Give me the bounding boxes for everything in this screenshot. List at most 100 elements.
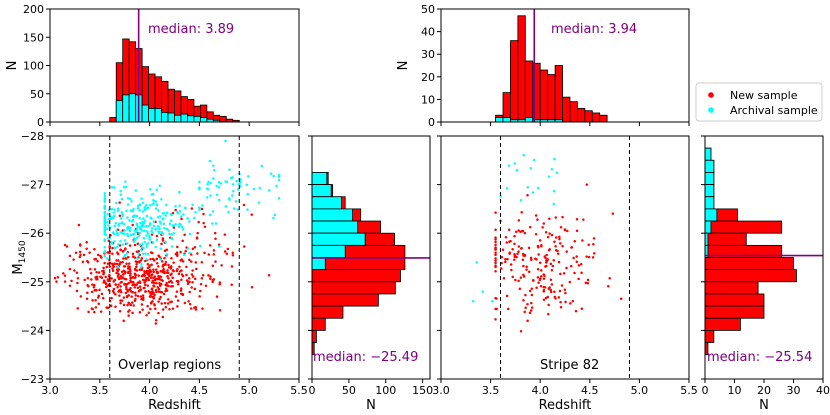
panel1-scatter-point-new [142, 296, 145, 299]
panel2-scatter-point-new [577, 264, 581, 267]
panel2-zhist-ytick-label: 40 [421, 26, 435, 39]
panel1-scatter-point-archival [224, 205, 228, 208]
panel1-zhist-bar-archival [115, 100, 124, 123]
panel1-scatter-point-archival [103, 254, 107, 258]
panel1-scatter-point-archival [199, 244, 202, 248]
panel1-scatter-point-new [154, 307, 157, 311]
panel1-scatter-point-new [160, 291, 164, 294]
panel1-scatter-point-archival [132, 207, 135, 211]
panel1-scatter-point-new [166, 271, 170, 275]
panel1-scatter-point-new [180, 273, 184, 276]
panel1-scatter-point-new [147, 311, 151, 314]
panel1-scatter-point-new [185, 273, 188, 277]
panel1-scatter-point-new [149, 307, 152, 311]
panel1-scatter-point-new [209, 277, 212, 281]
panel1-scatter-point-new [68, 254, 72, 258]
panel1-scatter-point-new [194, 308, 198, 311]
panel1-scatter-point-new [155, 261, 159, 265]
panel2-scatter-point-new [549, 290, 553, 294]
panel1-scatter-point-new [63, 243, 67, 247]
panel2-scatter-point-new [494, 238, 497, 241]
panel1-scatter-point-new [131, 311, 134, 315]
panel1-scatter-point-archival [172, 224, 176, 227]
panel1-scatter-point-new [160, 260, 164, 263]
panel1-scatter-point-new [176, 305, 179, 308]
panel2-mhist-xtick-label: 10 [728, 384, 742, 397]
panel1-scatter-point-archival [123, 229, 127, 232]
panel2-scatter-point-new [557, 260, 561, 264]
panel2-mhist-xtick-label: 30 [787, 384, 801, 397]
panel2-scatter-point-new [511, 275, 514, 279]
panel1-scatter-point-archival [273, 213, 277, 217]
panel1-scatter-point-new [133, 276, 136, 280]
panel2-scatter-point-new [556, 252, 560, 255]
panel1-scatter-point-new [185, 265, 188, 269]
panel1-scatter-point-archival [246, 208, 249, 211]
panel1-scatter-point-new [135, 265, 138, 269]
panel2-scatter-point-new [524, 293, 527, 297]
panel1-scatter-point-archival [207, 180, 210, 184]
panel2-scatter-point-new [581, 239, 584, 242]
panel1-scatter-point-archival [130, 200, 133, 203]
panel1-scatter-point-archival [146, 252, 150, 256]
panel1-scatter-point-new [159, 275, 163, 279]
panel1-scatter-point-archival [186, 217, 189, 220]
panel1-scatter-point-new [91, 299, 94, 302]
panel1-scatter-point-new [65, 245, 69, 248]
panel2-mhist-bar-archival [704, 184, 715, 198]
panel1-scatter-point-archival [159, 258, 162, 261]
panel1-scatter-point-new [180, 258, 183, 261]
panel1-scatter-point-archival [277, 175, 281, 178]
panel1-scatter-point-archival [135, 236, 139, 239]
panel2-scatter-point-new [513, 242, 516, 246]
panel1-zhist-bar-archival [161, 111, 169, 123]
panel1-scatter-point-archival [145, 203, 148, 207]
panel2-scatter-point-new [585, 255, 588, 258]
panel2-scatter-point-new [542, 273, 546, 276]
panel2-scatter-point-new [587, 255, 591, 259]
panel1-scatter-point-new [155, 281, 158, 285]
panel1-scatter-point-archival [218, 245, 221, 248]
panel1-scatter-point-archival [103, 250, 107, 253]
panel1-scatter-point-new [147, 278, 151, 282]
panel1-scatter-point-new [133, 272, 137, 275]
legend-label-new: New sample [730, 89, 798, 102]
panel1-scatter-point-archival [227, 197, 231, 200]
panel1-scatter-point-archival [218, 198, 221, 202]
panel1-scatter-point-new [218, 283, 221, 286]
panel1-scatter-point-new [157, 300, 160, 303]
panel1-scatter-point-new [181, 239, 184, 243]
panel1-scatter-point-archival [213, 169, 216, 172]
panel1-scatter-point-new [180, 217, 183, 221]
panel1-scatter-point-archival [139, 226, 142, 230]
panel2-scatter-point-new [494, 257, 497, 260]
panel1-scatter-point-archival [154, 245, 157, 249]
panel2-scatter-point-new [554, 216, 558, 219]
panel1-scatter-point-new [137, 274, 140, 277]
panel1-scatter-point-archival [180, 225, 184, 229]
panel1-scatter-point-new [111, 252, 114, 256]
panel1-scatter-point-archival [151, 202, 155, 206]
panel1-scatter-point-new [119, 281, 122, 284]
panel1-scatter-point-archival [167, 229, 170, 232]
panel1-scatter-point-new [125, 282, 129, 286]
panel1-scatter-point-new [145, 314, 148, 317]
panel2-scatter-point-new [494, 247, 497, 251]
panel1-scatter-point-new [86, 277, 90, 280]
panel2-scatter-point-new [536, 218, 539, 221]
panel1-scatter-point-new [147, 272, 150, 276]
panel2-scatter-point-new [504, 260, 507, 264]
panel1-scatter-point-new [134, 268, 137, 272]
panel1-scatter-point-new [183, 233, 186, 236]
panel1-scatter-point-new [166, 284, 169, 287]
panel1-scatter-point-new [118, 214, 122, 218]
panel1-scatter-point-archival [144, 252, 147, 255]
panel2-scatter-point-new [537, 281, 540, 285]
panel1-scatter-point-new [119, 288, 122, 292]
panel1-scatter-point-new [211, 280, 214, 284]
panel1-scatter-point-archival [119, 217, 123, 220]
panel1-scatter-point-new [177, 272, 181, 276]
panel1-scatter-point-new [114, 293, 117, 296]
panel1-scatter-point-new [101, 269, 104, 273]
panel2-scatter-point-new [546, 235, 550, 239]
